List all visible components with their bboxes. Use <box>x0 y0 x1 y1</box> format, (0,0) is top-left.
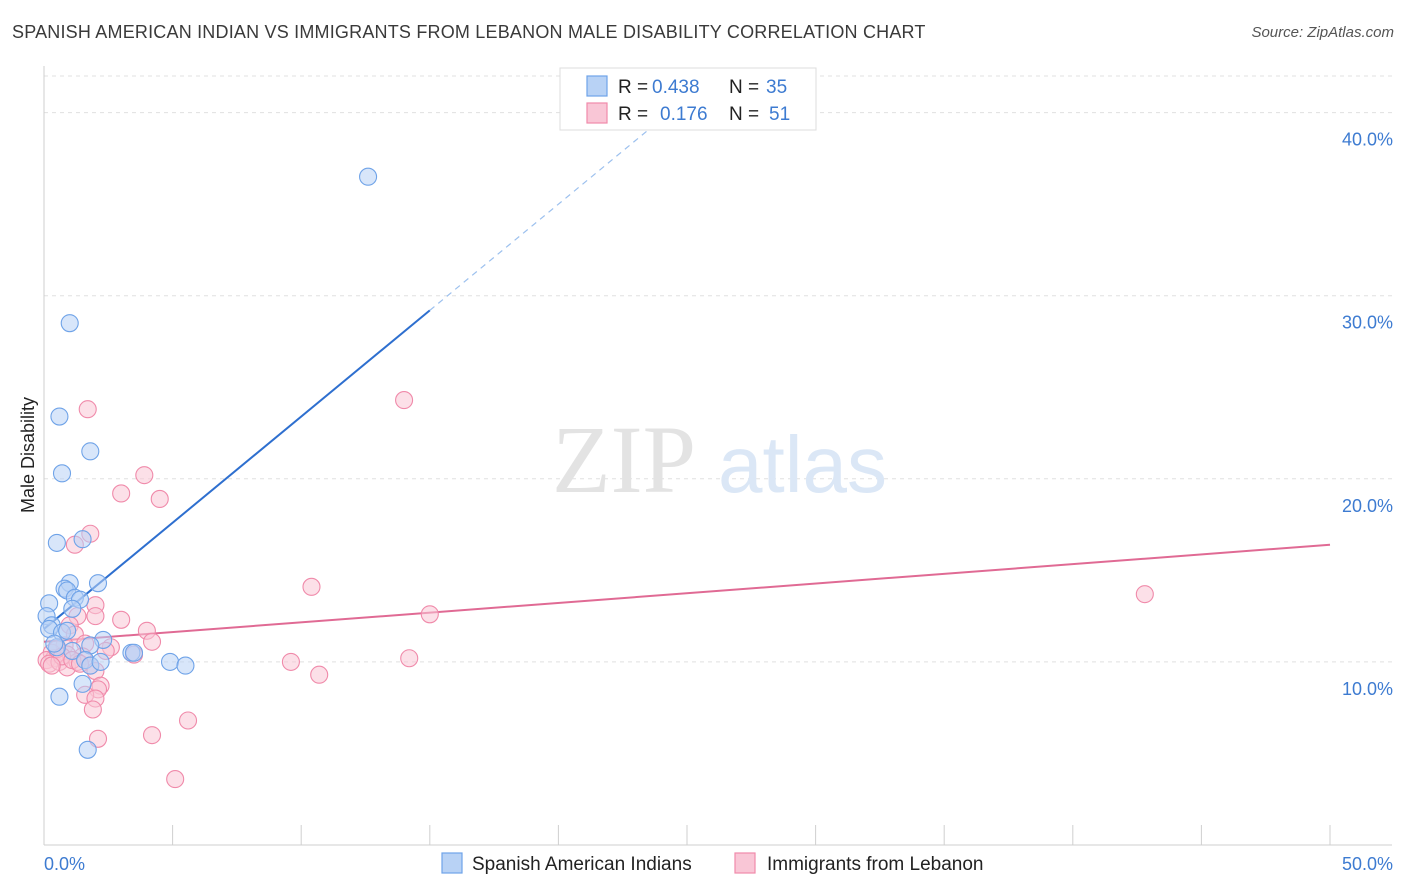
data-points <box>37 167 1154 789</box>
y-axis-label: Male Disability <box>18 397 38 513</box>
y-tick-labels: 10.0% 20.0% 30.0% 40.0% <box>1342 130 1393 699</box>
series-swatch-pink <box>734 852 756 874</box>
point-spanish-american-indian-25 <box>124 643 144 662</box>
stats-legend: R = 0.438 N = 35 R = 0.176 N = 51 <box>559 67 817 131</box>
series-name-1: Spanish American Indians <box>472 854 692 875</box>
point-spanish-american-indian-34 <box>45 634 64 653</box>
y-tick-label-10: 10.0% <box>1342 679 1393 699</box>
point-immigrants-lebanon-49 <box>42 656 61 675</box>
y-tick-label-20: 20.0% <box>1342 496 1393 516</box>
series-name-2: Immigrants from Lebanon <box>767 854 984 875</box>
point-spanish-american-indian-7 <box>88 574 108 593</box>
point-immigrants-lebanon-4 <box>150 489 169 509</box>
point-immigrants-lebanon-10 <box>420 605 439 624</box>
trend-lines <box>43 97 1331 643</box>
legend-n-value-1: 35 <box>766 77 787 98</box>
point-immigrants-lebanon-8 <box>1135 585 1154 604</box>
point-spanish-american-indian-4 <box>52 464 72 483</box>
legend-n-label-2: N = <box>729 104 759 125</box>
point-spanish-american-indian-1 <box>60 314 79 333</box>
legend-r-label-1: R = <box>618 77 648 98</box>
watermark: ZIP atlas <box>552 406 887 513</box>
point-immigrants-lebanon-32 <box>400 649 419 668</box>
axes <box>43 66 1392 846</box>
series-legend: Spanish American Indians Immigrants from… <box>441 852 984 875</box>
point-spanish-american-indian-19 <box>58 621 77 640</box>
legend-r-label-2: R = <box>618 104 648 125</box>
point-spanish-american-indian-5 <box>47 533 66 552</box>
legend-n-value-2: 51 <box>769 104 790 125</box>
legend-swatch-blue <box>586 75 608 97</box>
trend-line-blue-extension <box>429 97 688 311</box>
point-spanish-american-indian-6 <box>73 530 92 549</box>
point-immigrants-lebanon-44 <box>166 770 185 789</box>
point-spanish-american-indian-28 <box>91 652 110 671</box>
trend-line-blue <box>43 309 431 630</box>
point-immigrants-lebanon-33 <box>281 652 300 671</box>
legend-r-value-1: 0.438 <box>652 77 700 98</box>
point-immigrants-lebanon-41 <box>178 711 198 730</box>
point-spanish-american-indian-2 <box>50 407 69 426</box>
legend-r-value-2: 0.176 <box>660 104 708 125</box>
point-spanish-american-indian-14 <box>63 599 82 618</box>
x-tick-label-right: 50.0% <box>1342 854 1393 874</box>
trend-line-pink <box>43 543 1331 643</box>
legend-n-label-1: N = <box>729 77 759 98</box>
watermark-zip: ZIP <box>552 406 696 513</box>
point-immigrants-lebanon-3 <box>112 484 131 503</box>
point-spanish-american-indian-0 <box>359 167 378 186</box>
point-immigrants-lebanon-34 <box>310 665 329 684</box>
point-immigrants-lebanon-2 <box>135 466 154 485</box>
point-spanish-american-indian-31 <box>73 674 92 693</box>
point-immigrants-lebanon-13 <box>112 610 131 629</box>
point-spanish-american-indian-29 <box>160 652 180 671</box>
series-swatch-blue <box>441 852 463 874</box>
point-immigrants-lebanon-7 <box>302 577 321 596</box>
gridlines <box>44 75 1392 663</box>
point-spanish-american-indian-30 <box>176 656 195 675</box>
y-tick-label-40: 40.0% <box>1342 130 1393 150</box>
x-tick-label-left: 0.0% <box>44 854 85 874</box>
point-immigrants-lebanon-43 <box>142 726 162 745</box>
legend-swatch-pink <box>586 102 608 124</box>
source-label: Source: ZipAtlas.com <box>1251 24 1394 41</box>
point-immigrants-lebanon-11 <box>86 607 105 626</box>
point-spanish-american-indian-32 <box>50 687 69 706</box>
point-spanish-american-indian-33 <box>78 740 97 759</box>
point-spanish-american-indian-3 <box>81 442 100 461</box>
chart-title: SPANISH AMERICAN INDIAN VS IMMIGRANTS FR… <box>12 22 926 42</box>
watermark-atlas: atlas <box>718 420 887 509</box>
point-immigrants-lebanon-40 <box>83 700 102 719</box>
point-immigrants-lebanon-0 <box>395 391 414 410</box>
point-immigrants-lebanon-17 <box>142 632 162 651</box>
y-tick-label-30: 30.0% <box>1342 313 1393 333</box>
point-immigrants-lebanon-1 <box>78 400 97 419</box>
